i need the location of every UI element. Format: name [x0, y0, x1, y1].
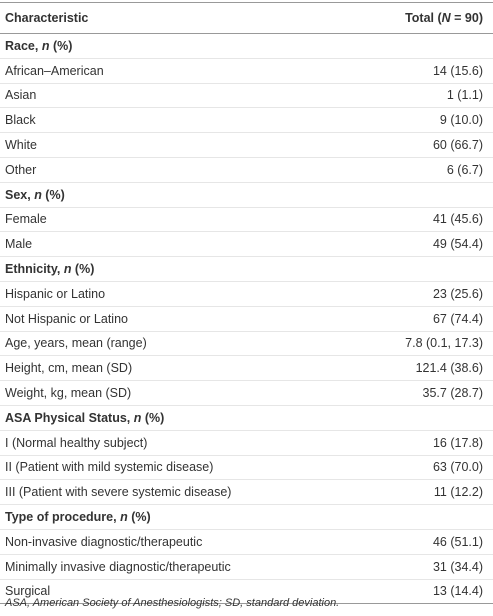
label-cell: White [0, 132, 356, 158]
value-cell: 6 (6.7) [356, 157, 493, 183]
label-cell: Black [0, 107, 356, 134]
data-row: Asian 1 (1.1) [0, 83, 493, 109]
data-row: Minimally invasive diagnostic/therapeuti… [0, 554, 493, 580]
data-row: Black 9 (10.0) [0, 107, 493, 134]
data-row: Male 49 (54.4) [0, 231, 493, 258]
label-cell: Type of procedure, n (%) [0, 504, 356, 530]
value-cell: 1 (1.1) [356, 83, 493, 109]
label-cell: II (Patient with mild systemic disease) [0, 455, 356, 481]
italic-text: n [120, 510, 128, 525]
label-cell: Height, cm, mean (SD) [0, 355, 356, 382]
label-cell: Minimally invasive diagnostic/therapeuti… [0, 554, 356, 580]
text: Total ( [405, 11, 442, 25]
label-cell: Sex, n (%) [0, 182, 356, 208]
text: Type of procedure, [5, 510, 121, 525]
data-row: Female 41 (45.6) [0, 207, 493, 233]
value-cell [356, 405, 493, 431]
italic-text: N [441, 11, 451, 25]
value-cell: 35.7 (28.7) [356, 380, 493, 406]
value-cell: 31 (34.4) [356, 554, 493, 580]
value-cell: 9 (10.0) [356, 107, 493, 134]
label-cell: I (Normal healthy subject) [0, 430, 356, 456]
section-row: Ethnicity, n (%) [0, 256, 493, 282]
text: ASA Physical Status, [5, 410, 134, 425]
value-cell: 46 (51.1) [356, 529, 493, 555]
header-row: Characteristic Total (N = 90) [0, 2, 493, 34]
label-cell: Female [0, 207, 356, 233]
label-cell: Weight, kg, mean (SD) [0, 380, 356, 406]
data-row: I (Normal healthy subject) 16 (17.8) [0, 430, 493, 456]
label-cell: Hispanic or Latino [0, 281, 356, 307]
data-row: II (Patient with mild systemic disease) 6… [0, 455, 493, 481]
label-cell: Male [0, 231, 356, 258]
italic-text: n [63, 262, 72, 277]
section-row: Type of procedure, n (%) [0, 504, 493, 530]
section-row: ASA Physical Status, n (%) [0, 405, 493, 431]
data-row: African–American 14 (15.6) [0, 58, 493, 84]
value-cell: 63 (70.0) [356, 455, 493, 481]
text: (%) [49, 38, 73, 53]
table-header: Characteristic Total (N = 90) [0, 2, 493, 34]
header-cell: Total (N = 90) [356, 2, 493, 34]
text: (%) [41, 187, 65, 202]
label-cell: African–American [0, 58, 356, 84]
value-cell [356, 33, 493, 59]
text: Ethnicity, [5, 262, 64, 277]
header-cell: Characteristic [0, 2, 356, 34]
data-row: Age, years, mean (range) 7.8 (0.1, 17.3) [0, 331, 493, 357]
value-cell: 23 (25.6) [356, 281, 493, 307]
footnote: ASA, American Society of Anesthesiologis… [5, 597, 340, 609]
text: (%) [141, 410, 165, 425]
label-cell: Non-invasive diagnostic/therapeutic [0, 529, 356, 555]
data-row: III (Patient with severe systemic diseas… [0, 479, 493, 506]
text: Race, [5, 38, 42, 53]
italic-text: n [41, 38, 50, 53]
data-row: Non-invasive diagnostic/therapeutic 46 (5… [0, 529, 493, 555]
value-cell: 7.8 (0.1, 17.3) [356, 331, 493, 357]
value-cell: 13 (14.4) [356, 579, 493, 605]
data-row: Height, cm, mean (SD) 121.4 (38.6) [0, 355, 493, 382]
value-cell [356, 504, 493, 530]
value-cell [356, 256, 493, 282]
text: Sex, [5, 187, 35, 202]
data-row: Other 6 (6.7) [0, 157, 493, 183]
label-cell: Surgical [0, 579, 356, 605]
value-cell: 41 (45.6) [356, 207, 493, 233]
value-cell [356, 182, 493, 208]
value-cell: 121.4 (38.6) [356, 355, 493, 382]
label-cell: Not Hispanic or Latino [0, 306, 356, 332]
text: (%) [127, 510, 151, 525]
label-cell: Asian [0, 83, 356, 109]
data-row: Hispanic or Latino 23 (25.6) [0, 281, 493, 307]
label-cell: Other [0, 157, 356, 183]
label-cell: ASA Physical Status, n (%) [0, 405, 356, 431]
data-row: Weight, kg, mean (SD) 35.7 (28.7) [0, 380, 493, 406]
value-cell: 49 (54.4) [356, 231, 493, 258]
section-row: Race, n (%) [0, 33, 493, 59]
data-table: Characteristic Total (N = 90) Race, n (%… [0, 2, 493, 605]
label-cell: III (Patient with severe systemic diseas… [0, 479, 356, 506]
data-row: Not Hispanic or Latino 67 (74.4) [0, 306, 493, 332]
label-cell: Age, years, mean (range) [0, 331, 356, 357]
section-row: Sex, n (%) [0, 182, 493, 208]
text: = 90) [450, 11, 483, 25]
table-body: Race, n (%) African–American 14 (15.6) Asia… [0, 33, 493, 605]
value-cell: 11 (12.2) [356, 479, 493, 506]
label-cell: Race, n (%) [0, 33, 356, 59]
value-cell: 60 (66.7) [356, 132, 493, 158]
italic-text: n [34, 187, 42, 202]
value-cell: 14 (15.6) [356, 58, 493, 84]
italic-text: n [133, 410, 142, 425]
data-row: White 60 (66.7) [0, 132, 493, 158]
text: (%) [71, 262, 95, 277]
value-cell: 16 (17.8) [356, 430, 493, 456]
label-cell: Ethnicity, n (%) [0, 256, 356, 282]
data-row: Surgical 13 (14.4) [0, 579, 493, 605]
value-cell: 67 (74.4) [356, 306, 493, 332]
